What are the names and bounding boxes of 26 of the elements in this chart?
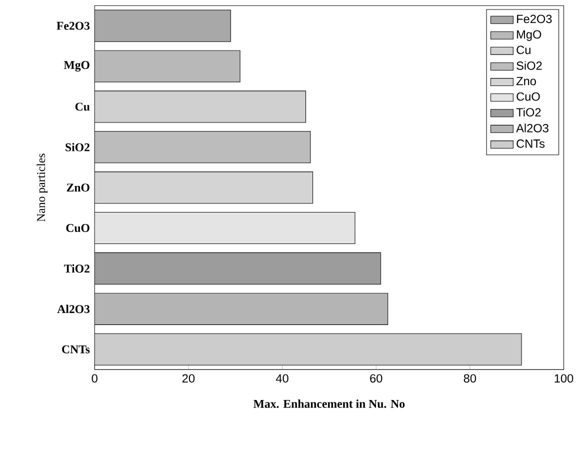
x-tick-label: 20 xyxy=(182,374,195,382)
y-tick-label: CNTs xyxy=(62,345,90,354)
y-tick-label: ZnO xyxy=(66,183,90,192)
legend-label: Al2O3 xyxy=(516,123,548,132)
legend-label: Cu xyxy=(516,46,530,54)
x-tick-label: 40 xyxy=(276,374,288,382)
y-tick-label: Al2O3 xyxy=(57,304,90,313)
x-tick-label: 80 xyxy=(464,374,476,382)
x-axis-title: Max. Enhancement in Nu. No xyxy=(253,399,405,408)
legend-label: Zno xyxy=(516,76,536,86)
legend-label: MgO xyxy=(517,30,542,41)
y-tick-label: Fe2O3 xyxy=(56,22,90,30)
y-tick-label: SiO2 xyxy=(66,142,90,152)
legend-label: Fe2O3 xyxy=(517,14,552,23)
x-tick-label: 100 xyxy=(554,374,574,382)
y-axis-title: Nano particles xyxy=(36,153,48,222)
legend-label: SiO2 xyxy=(516,60,542,70)
y-tick-label: TiO2 xyxy=(64,264,90,272)
legend-label: CNTs xyxy=(516,139,545,148)
legend-label: CuO xyxy=(516,92,540,101)
x-tick-label: 0 xyxy=(92,374,98,382)
legend-label: TiO2 xyxy=(516,108,541,116)
y-tick-label: MgO xyxy=(64,60,90,72)
x-tick-label: 60 xyxy=(370,374,382,382)
y-tick-label: Cu xyxy=(75,102,90,110)
y-tick-label: CuO xyxy=(66,224,90,232)
